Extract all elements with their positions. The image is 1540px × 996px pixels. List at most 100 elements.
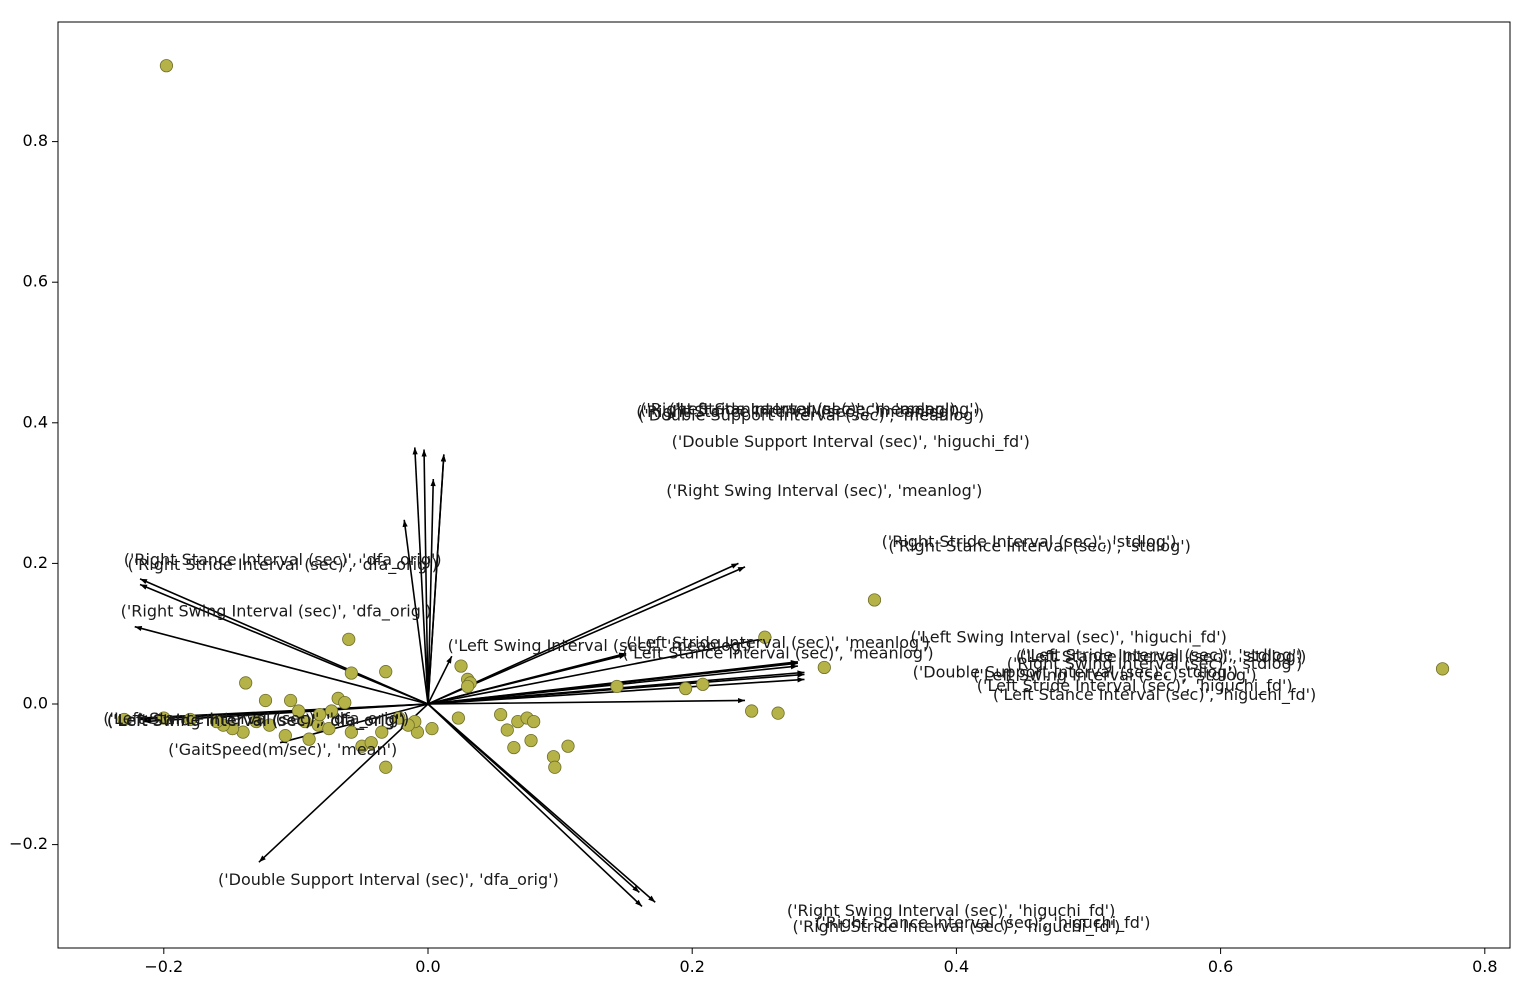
loading-label: ('Double Support Interval (sec)', 'higuc…	[672, 432, 1030, 452]
y-tick-label: 0.6	[23, 272, 48, 291]
scatter-point	[771, 706, 785, 720]
x-tick-label: 0.4	[944, 957, 969, 976]
scatter-point	[249, 714, 263, 729]
scatter-point	[364, 736, 378, 750]
scatter-point	[461, 679, 475, 694]
scatter-point	[696, 677, 710, 691]
loading-arrow	[134, 625, 429, 705]
scatter-point	[344, 725, 358, 739]
scatter-point	[210, 714, 224, 729]
loading-arrow	[427, 566, 746, 705]
loading-label: ('Double Support Interval (sec)', 'meanl…	[638, 405, 984, 424]
loading-label: ('Left Stance Interval (sec)', 'higuchi_…	[993, 685, 1316, 705]
loading-arrow	[139, 583, 429, 705]
loading-arrow	[427, 703, 640, 894]
scatter-point	[117, 712, 131, 727]
scatter-point	[298, 714, 312, 729]
loading-label: ('Right Swing Interval (sec)', 'stdlog')	[1007, 654, 1303, 673]
scatter-point	[159, 59, 174, 73]
scatter-point	[324, 704, 339, 718]
scatter-point	[548, 760, 562, 774]
loading-arrow	[427, 562, 739, 705]
loading-label: ('Left Stride Interval (sec)', 'dfa_orig…	[107, 710, 405, 730]
scatter-point	[745, 704, 759, 718]
loading-arrow	[427, 703, 643, 908]
loading-arrow	[427, 454, 447, 705]
scatter-point	[507, 740, 521, 755]
scatter-point	[379, 665, 393, 679]
loading-arrow	[427, 479, 436, 705]
loading-label: ('Left Swing Interval (sec)', 'dfa_orig'…	[107, 711, 406, 731]
scatter-point	[342, 632, 356, 646]
loading-label: ('Right Stride Interval (sec)', 'stdlog'…	[882, 532, 1177, 551]
plot-frame	[57, 21, 1511, 949]
scatter-point	[258, 693, 273, 708]
loading-label: ('Left Swing Interval (sec)', 'stdlog')	[973, 665, 1256, 684]
y-tick-label: 0.4	[23, 412, 48, 431]
x-tick-label: 0.8	[1472, 957, 1497, 976]
loading-label: ('Left Stance Interval (sec)', 'dfa_orig…	[103, 709, 409, 729]
loading-label: ('Left Stance Interval (sec)', 'meanlog'…	[669, 400, 980, 419]
scatter-point	[527, 714, 541, 729]
y-tick-label: 0.8	[23, 131, 48, 150]
loading-arrow	[258, 703, 429, 863]
scatter-point	[262, 718, 277, 732]
y-tick-label: 0.2	[23, 553, 48, 572]
loading-label: ('Right Stance Interval (sec)', 'meanlog…	[636, 402, 959, 421]
scatter-point	[338, 695, 352, 710]
loading-arrow	[402, 519, 429, 705]
loading-label: ('Double Support Interval (sec)', 'stdlo…	[913, 663, 1238, 682]
scatter-point	[322, 722, 336, 736]
scatter-point	[379, 760, 393, 774]
scatter-point	[678, 681, 693, 696]
loading-label: ('Left Stride Interval (sec)', 'higuchi_…	[977, 676, 1293, 696]
scatter-point	[524, 733, 538, 748]
scatter-point	[291, 704, 306, 718]
loading-label: ('Right Swing Interval (sec)', 'higuchi_…	[787, 901, 1115, 921]
loading-label: ('Right Stance Interval (sec)', 'higuchi…	[815, 913, 1150, 933]
scatter-point	[313, 707, 327, 722]
loading-label: ('Right Swing Interval (sec)', 'meanlog'…	[666, 481, 982, 500]
loading-label: ('Left Swing Interval (sec)', 'higuchi_f…	[910, 627, 1226, 647]
loading-label: ('Left Stance Interval (sec)', 'meanlog'…	[623, 644, 934, 663]
loading-label: ('Right Stance Interval (sec)', 'dfa_ori…	[124, 550, 442, 570]
scatter-point	[239, 676, 253, 690]
loading-arrow	[412, 447, 429, 705]
scatter-point	[183, 712, 197, 727]
scatter-point	[610, 679, 624, 694]
y-tick-label: 0.0	[23, 694, 48, 713]
scatter-point	[278, 729, 292, 743]
scatter-point	[302, 732, 316, 746]
scatter-point	[1435, 662, 1450, 676]
scatter-point	[561, 739, 575, 753]
scatter-point	[425, 722, 439, 736]
y-axis: −0.2 0.0 0.2 0.4 0.6 0.8	[9, 131, 58, 853]
scatter-point	[454, 659, 468, 673]
loading-arrow	[427, 655, 453, 705]
loading-label: ('Right Stance Interval (sec)', 'stdlog'…	[888, 537, 1191, 556]
scatter-point	[392, 711, 406, 725]
x-tick-label: −0.2	[144, 957, 183, 976]
x-axis: −0.2 0.0 0.2 0.4 0.6 0.8	[144, 948, 1498, 976]
loading-label: ('Right Stride Interval (sec)', 'meanlog…	[640, 400, 956, 419]
scatter-point	[284, 693, 298, 708]
loading-label: ('Left Stance Interval (sec)', 'stdlog')	[1016, 647, 1307, 666]
x-tick-label: 0.2	[679, 957, 704, 976]
scatter-point	[494, 707, 508, 722]
scatter-points	[117, 59, 1450, 774]
loading-label: ('Right Stride Interval (sec)', 'dfa_ori…	[127, 555, 437, 575]
scatter-point	[758, 630, 772, 644]
x-tick-label: 0.6	[1208, 957, 1233, 976]
x-tick-label: 0.0	[415, 957, 440, 976]
loading-label: ('Left Stride Interval (sec)', 'stdlog')	[1020, 646, 1303, 665]
scatter-point	[375, 725, 389, 739]
loading-arrow	[139, 578, 429, 705]
loading-arrow	[427, 653, 627, 705]
loading-label: ('Left Stride Interval (sec)', 'meanlog'…	[626, 633, 930, 652]
loading-arrow	[427, 697, 746, 705]
scatter-point	[344, 666, 358, 680]
scatter-point	[817, 660, 831, 675]
scatter-point	[401, 718, 415, 732]
scatter-point	[157, 711, 171, 725]
